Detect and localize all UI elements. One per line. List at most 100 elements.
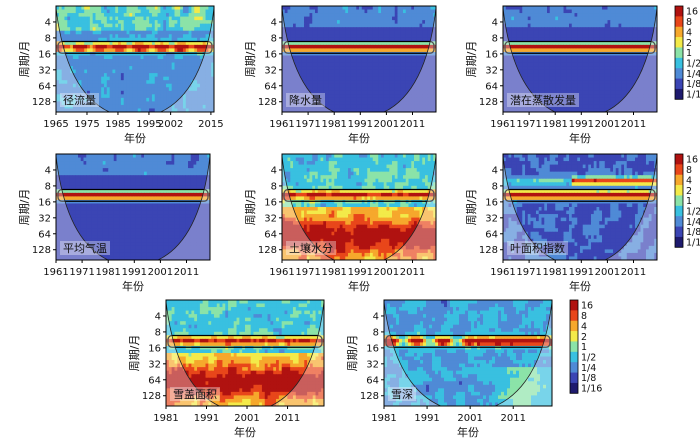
y-axis-label: 周期/月 bbox=[244, 41, 257, 78]
plot-frame bbox=[281, 5, 437, 113]
power-field bbox=[282, 6, 436, 112]
colorbar-label: 1/16 bbox=[686, 90, 700, 101]
x-tick-label: 2001 bbox=[234, 413, 259, 424]
significance-contour bbox=[385, 334, 551, 348]
power-field bbox=[56, 6, 214, 112]
coi-line bbox=[503, 155, 657, 260]
x-tick-label: 1991 bbox=[414, 413, 439, 424]
y-tick-label: 32 bbox=[485, 213, 498, 224]
colorbar-label: 1/8 bbox=[581, 373, 596, 384]
significance-contour bbox=[504, 40, 656, 54]
power-field bbox=[503, 154, 657, 260]
x-axis-label: 年份 bbox=[234, 425, 256, 439]
x-tick-label: 1985 bbox=[105, 119, 130, 130]
y-axis-label: 周期/月 bbox=[465, 41, 478, 78]
colorbar-label: 1/16 bbox=[686, 238, 700, 249]
x-tick-label: 1961 bbox=[490, 267, 515, 278]
y-axis-label: 周期/月 bbox=[18, 41, 31, 78]
x-tick-label: 1991 bbox=[122, 267, 147, 278]
x-tick-label: 1981 bbox=[542, 119, 567, 130]
y-tick-label: 32 bbox=[264, 65, 277, 76]
panel-title: 平均气温 bbox=[63, 241, 107, 255]
y-tick-label: 8 bbox=[155, 327, 161, 338]
y-tick-label: 128 bbox=[258, 97, 277, 108]
y-tick-label: 128 bbox=[479, 245, 498, 256]
cone-of-influence bbox=[282, 154, 436, 260]
x-tick-label: 1975 bbox=[74, 119, 99, 130]
x-tick-label: 1991 bbox=[569, 267, 594, 278]
x-tick-label: 2015 bbox=[198, 119, 223, 130]
x-tick-label: 2001 bbox=[374, 119, 399, 130]
colorbar-label: 4 bbox=[581, 321, 587, 332]
coi-line bbox=[56, 7, 214, 112]
significance-contour bbox=[283, 40, 435, 54]
wavelet-panel-soil: 4 8 16 32 64 128 1961 1971 1981 1991 2001 2011 年份 周期/… bbox=[244, 153, 437, 293]
y-tick-label: 32 bbox=[38, 213, 51, 224]
x-tick-label: 1971 bbox=[295, 119, 320, 130]
significance-contour bbox=[57, 188, 209, 202]
x-tick-label: 1981 bbox=[321, 267, 346, 278]
y-tick-label: 128 bbox=[360, 391, 379, 402]
x-tick-label: 2002 bbox=[158, 119, 183, 130]
y-tick-label: 16 bbox=[148, 343, 161, 354]
cone-of-influence bbox=[503, 6, 657, 112]
x-tick-label: 1995 bbox=[136, 119, 161, 130]
x-axis-label: 年份 bbox=[122, 279, 144, 293]
y-tick-label: 128 bbox=[258, 245, 277, 256]
y-tick-label: 16 bbox=[366, 343, 379, 354]
x-tick-label: 2011 bbox=[400, 267, 425, 278]
y-tick-label: 4 bbox=[492, 17, 498, 28]
wavelet-panel-temp: 4 8 16 32 64 128 1961 1971 1981 1991 2001 2011 年份 周期/… bbox=[18, 153, 211, 293]
x-tick-label: 1961 bbox=[43, 267, 68, 278]
y-tick-label: 4 bbox=[155, 311, 161, 322]
colorbar-label: 1 bbox=[686, 196, 692, 207]
panel-title: 雪盖面积 bbox=[173, 387, 217, 401]
x-tick-label: 1961 bbox=[490, 119, 515, 130]
y-tick-label: 4 bbox=[45, 165, 51, 176]
y-tick-label: 64 bbox=[148, 375, 161, 386]
y-axis-label: 周期/月 bbox=[18, 189, 31, 226]
y-tick-label: 4 bbox=[492, 165, 498, 176]
y-tick-label: 32 bbox=[366, 359, 379, 370]
x-tick-label: 2001 bbox=[374, 267, 399, 278]
wavelet-panel-precip: 4 8 16 32 64 128 1961 1971 1981 1991 2001 2011 年份 周期/… bbox=[244, 5, 437, 145]
y-tick-label: 64 bbox=[485, 229, 498, 240]
colorbar-label: 1 bbox=[581, 342, 587, 353]
colorbar-label: 1/4 bbox=[686, 217, 700, 228]
x-tick-label: 1991 bbox=[348, 119, 373, 130]
significance-contour bbox=[57, 40, 213, 54]
panel-title: 土壤水分 bbox=[289, 241, 333, 255]
y-axis-label: 周期/月 bbox=[465, 189, 478, 226]
y-tick-label: 4 bbox=[373, 311, 379, 322]
y-tick-label: 64 bbox=[264, 81, 277, 92]
cone-of-influence bbox=[56, 6, 214, 112]
x-tick-label: 1981 bbox=[95, 267, 120, 278]
plot-frame bbox=[55, 153, 211, 261]
y-tick-label: 16 bbox=[264, 49, 277, 60]
colorbar-label: 4 bbox=[686, 175, 692, 186]
x-tick-label: 2011 bbox=[275, 413, 300, 424]
colorbar-label: 2 bbox=[581, 332, 587, 343]
coi-line bbox=[282, 7, 436, 112]
panel-title: 雪深 bbox=[391, 388, 413, 401]
y-tick-label: 16 bbox=[38, 49, 51, 60]
panel-title: 叶面积指数 bbox=[510, 241, 565, 255]
plot-frame bbox=[281, 153, 437, 261]
y-tick-label: 8 bbox=[45, 181, 51, 192]
y-tick-label: 16 bbox=[485, 197, 498, 208]
y-tick-label: 64 bbox=[264, 229, 277, 240]
colorbar-label: 1/2 bbox=[686, 59, 700, 70]
x-tick-label: 2011 bbox=[501, 413, 526, 424]
y-tick-label: 16 bbox=[264, 197, 277, 208]
plot-frame bbox=[55, 5, 215, 113]
x-axis-label: 年份 bbox=[348, 279, 370, 293]
power-field bbox=[282, 154, 436, 260]
colorbar-label: 1/8 bbox=[686, 79, 700, 90]
coi-line bbox=[384, 301, 552, 406]
power-field bbox=[384, 300, 552, 406]
colorbar-label: 8 bbox=[581, 311, 587, 322]
y-tick-label: 64 bbox=[485, 81, 498, 92]
